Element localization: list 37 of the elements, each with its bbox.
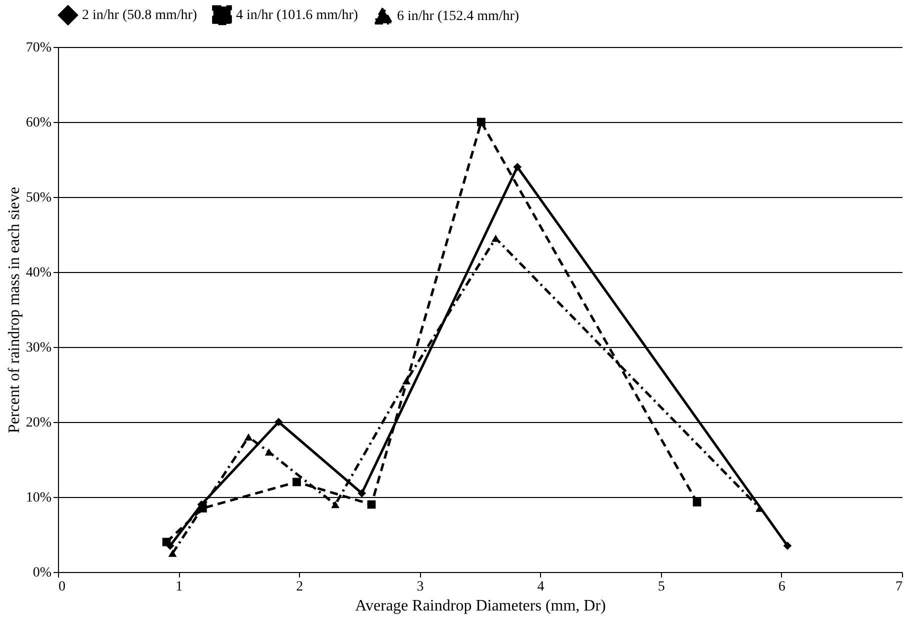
point [331, 500, 340, 508]
point [292, 478, 301, 486]
x-tick-label: 1 [176, 580, 183, 594]
point [274, 418, 283, 426]
x-tick-label: 6 [778, 580, 786, 594]
x-tick-label: 2 [296, 580, 304, 594]
y-tick-label: 60% [26, 116, 52, 130]
y-axis-title: Percent of raindrop mass in each sieve [6, 186, 23, 434]
y-tick-label: 40% [26, 266, 52, 280]
y-tick-label: 70% [26, 40, 52, 56]
point [168, 550, 177, 557]
x-tick-label: 5 [658, 580, 665, 594]
point [198, 504, 207, 512]
point [358, 489, 366, 498]
y-tick-label: 20% [26, 416, 52, 430]
x-axis-title: Average Raindrop Diameters (mm, Dr) [355, 598, 606, 614]
point [402, 377, 411, 384]
point [513, 162, 522, 172]
legend-label: 6 in/hr (152.4 mm/hr) [397, 8, 520, 24]
x-tick-label: 0 [58, 580, 66, 594]
y-tick-label: 30% [26, 340, 52, 356]
x-tick-label: 4 [537, 580, 544, 594]
point [162, 538, 171, 546]
y-tick-label: 0% [32, 566, 52, 580]
point [367, 500, 376, 509]
point [491, 234, 500, 242]
point [264, 448, 274, 456]
x-tick-label: 7 [896, 580, 902, 594]
x-tick-label: 3 [416, 580, 424, 594]
legend-label: 4 in/hr (101.6 mm/hr) [236, 8, 358, 24]
point [244, 433, 253, 441]
point [477, 118, 486, 126]
legend-label: 2 in/hr (50.8 mm/hr) [82, 8, 198, 24]
point [692, 498, 702, 506]
y-tick-label: 10% [26, 490, 52, 506]
point [783, 542, 792, 550]
y-tick-label: 50% [26, 190, 52, 206]
